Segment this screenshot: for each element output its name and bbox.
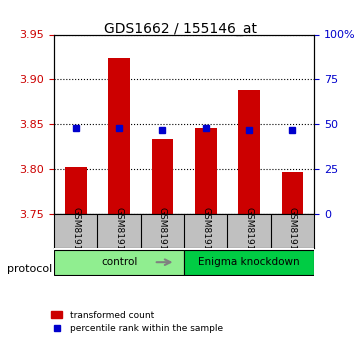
Bar xyxy=(282,172,303,214)
Bar xyxy=(65,167,87,214)
Text: GSM81914: GSM81914 xyxy=(71,207,80,256)
Text: GSM81916: GSM81916 xyxy=(158,207,167,256)
Bar xyxy=(108,58,130,214)
Text: GSM81919: GSM81919 xyxy=(288,207,297,256)
Text: control: control xyxy=(101,257,137,267)
Text: GSM81917: GSM81917 xyxy=(201,207,210,256)
Text: protocol: protocol xyxy=(7,264,52,274)
Legend: transformed count, percentile rank within the sample: transformed count, percentile rank withi… xyxy=(48,307,226,337)
FancyBboxPatch shape xyxy=(54,250,184,275)
Bar xyxy=(238,90,260,214)
Text: GSM81918: GSM81918 xyxy=(245,207,253,256)
Text: GSM81915: GSM81915 xyxy=(115,207,123,256)
Bar xyxy=(152,139,173,214)
Bar xyxy=(195,128,217,214)
Text: Enigma knockdown: Enigma knockdown xyxy=(198,257,300,267)
Text: GDS1662 / 155146_at: GDS1662 / 155146_at xyxy=(104,22,257,37)
FancyBboxPatch shape xyxy=(184,250,314,275)
